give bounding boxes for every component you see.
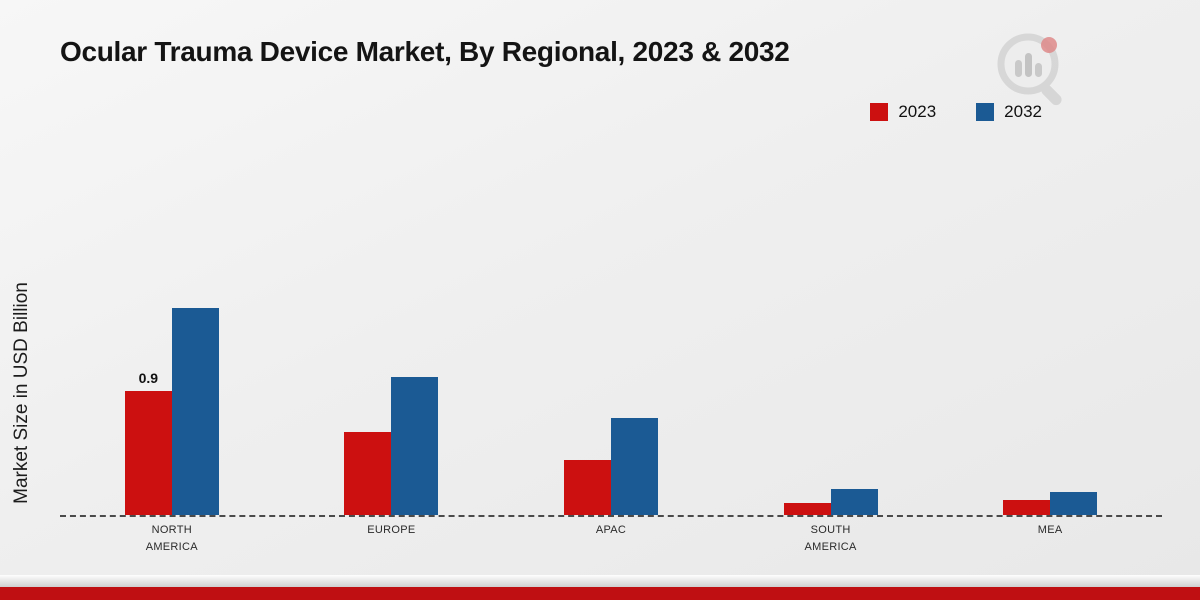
bar-group-mea: MEA bbox=[940, 255, 1160, 536]
bar-group-apac: APAC bbox=[501, 255, 721, 536]
bar-group-europe: EUROPE bbox=[282, 255, 502, 536]
bar-groups: 0.9 NORTH AMERICA EUROPE APAC SOUTH AMERICA M… bbox=[62, 255, 1160, 553]
bar-value-label: 0.9 bbox=[138, 370, 159, 386]
bars-europe bbox=[344, 377, 439, 515]
legend-item-2023: 2023 bbox=[870, 102, 936, 122]
bar-2032-north-america bbox=[171, 308, 219, 515]
bar-2032-mea bbox=[1050, 492, 1098, 515]
category-label-apac: APAC bbox=[595, 524, 627, 536]
category-label-north-america: NORTH AMERICA bbox=[145, 524, 198, 553]
bar-2023-south-america bbox=[783, 503, 831, 515]
bars-mea bbox=[1003, 492, 1098, 515]
bar-group-north-america: 0.9 NORTH AMERICA bbox=[62, 255, 282, 553]
bar-2023-europe bbox=[344, 432, 392, 515]
category-label-europe: EUROPE bbox=[367, 524, 416, 536]
bars-apac bbox=[563, 418, 658, 515]
bar-2023-apac bbox=[563, 460, 611, 515]
legend-swatch-icon bbox=[870, 103, 889, 121]
legend-item-2032: 2032 bbox=[976, 102, 1042, 122]
chart-title: Ocular Trauma Device Market, By Regional… bbox=[60, 36, 790, 67]
bar-2023-north-america: 0.9 bbox=[124, 370, 172, 515]
bar-2032-europe bbox=[391, 377, 439, 515]
bar-2032-south-america bbox=[830, 489, 878, 515]
bar-group-south-america: SOUTH AMERICA bbox=[721, 255, 941, 553]
brand-logo-icon bbox=[992, 28, 1070, 117]
footer-gradient-band bbox=[0, 575, 1200, 587]
category-label-mea: MEA bbox=[1037, 524, 1063, 536]
bar-2032-apac bbox=[610, 418, 658, 515]
bar-2023-mea bbox=[1003, 500, 1051, 515]
bars-south-america bbox=[783, 489, 878, 515]
bars-north-america: 0.9 bbox=[124, 308, 219, 515]
chart-legend: 2023 2032 bbox=[870, 102, 1042, 122]
category-label-south-america: SOUTH AMERICA bbox=[804, 524, 857, 553]
legend-swatch-icon bbox=[976, 103, 995, 121]
footer-red-strip bbox=[0, 587, 1200, 600]
legend-label: 2032 bbox=[1004, 102, 1042, 121]
baseline-dashed bbox=[60, 515, 1162, 517]
legend-label: 2023 bbox=[898, 102, 937, 121]
